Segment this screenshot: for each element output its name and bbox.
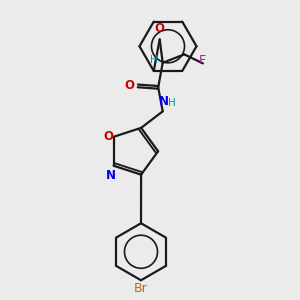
Text: F: F [199,54,206,67]
Text: H: H [168,98,176,108]
Text: Br: Br [134,282,148,295]
Text: H: H [150,56,158,65]
Text: N: N [106,169,116,182]
Text: O: O [103,130,113,143]
Text: N: N [159,95,169,108]
Text: O: O [124,80,134,92]
Text: O: O [154,22,164,35]
